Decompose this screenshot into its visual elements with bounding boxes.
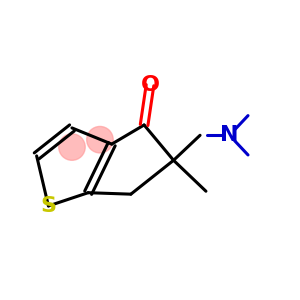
Circle shape <box>87 126 113 153</box>
Circle shape <box>59 134 85 160</box>
Text: O: O <box>140 75 160 95</box>
Text: S: S <box>40 196 56 216</box>
Text: N: N <box>220 125 239 145</box>
